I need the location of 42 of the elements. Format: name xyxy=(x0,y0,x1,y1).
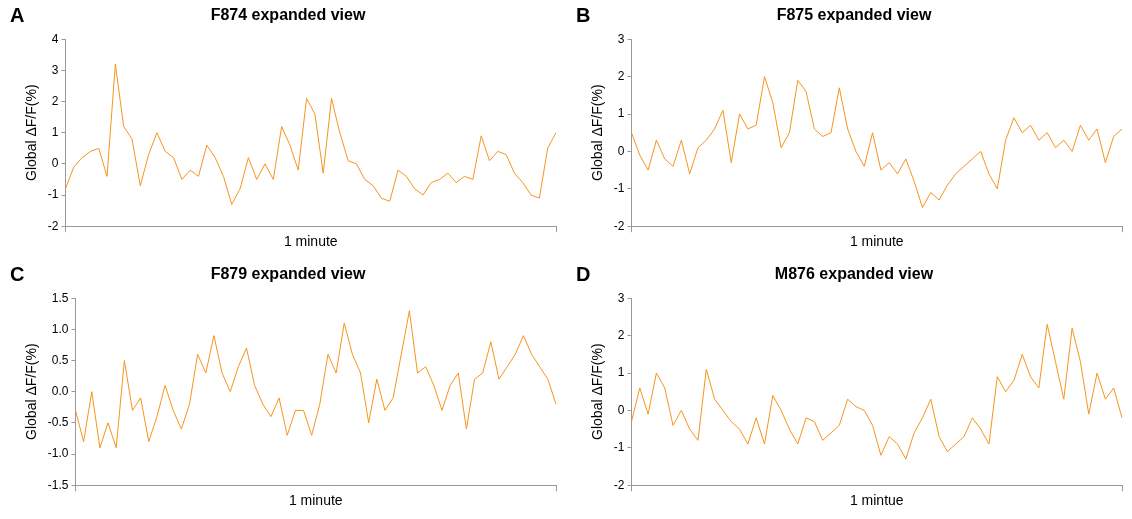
y-tick-label: 0 xyxy=(51,156,59,171)
y-tick-label: -1 xyxy=(613,181,625,196)
y-axis-title: Global ΔF/F(%) xyxy=(23,84,40,181)
text: C xyxy=(10,263,25,286)
y-tick-label: 4 xyxy=(51,31,59,46)
x-axis-title: 1 minute xyxy=(283,233,338,250)
y-tick-label: 2 xyxy=(617,68,625,83)
y-tick-label: 1.5 xyxy=(51,290,69,305)
y-tick-label: -2 xyxy=(47,218,59,233)
y-tick-label: 3 xyxy=(617,290,625,305)
chart-title: M876 expanded view xyxy=(774,265,934,283)
y-axis-title: Global ΔF/F(%) xyxy=(23,343,40,440)
y-tick-label: 3 xyxy=(51,62,59,77)
y-axis-title: Global ΔF/F(%) xyxy=(589,84,606,181)
y-tick-label: -2 xyxy=(613,477,625,492)
y-tick-label: 2 xyxy=(51,93,59,108)
y-tick-label: -1.5 xyxy=(47,477,69,492)
y-tick-label: 0.5 xyxy=(51,352,69,367)
y-tick-label: 1 xyxy=(617,106,625,121)
x-axis-title: 1 minute xyxy=(849,233,904,250)
chart-title: F875 expanded view xyxy=(776,6,932,24)
y-tick-label: 2 xyxy=(617,327,625,342)
y-tick-label: -0.5 xyxy=(47,415,69,430)
y-tick-label: 0 xyxy=(617,143,625,158)
text: D xyxy=(576,263,591,286)
text: A xyxy=(10,4,25,27)
y-tick-label: 3 xyxy=(617,31,625,46)
y-tick-label: -2 xyxy=(613,218,625,233)
y-tick-label: 1 xyxy=(51,125,59,140)
chart-title: F874 expanded view xyxy=(210,6,366,24)
x-axis-title: 1 mintue xyxy=(849,492,904,509)
y-tick-label: -1 xyxy=(613,440,625,455)
y-tick-label: -1.0 xyxy=(47,446,69,461)
text: B xyxy=(576,4,591,27)
x-axis-title: 1 minute xyxy=(288,492,343,509)
y-tick-label: 1 xyxy=(617,365,625,380)
y-tick-label: 0.0 xyxy=(51,384,69,399)
y-tick-label: -1 xyxy=(47,187,59,202)
y-axis-title: Global ΔF/F(%) xyxy=(589,343,606,440)
chart-title: F879 expanded view xyxy=(210,265,366,283)
y-tick-label: 1.0 xyxy=(51,321,69,336)
y-tick-label: 0 xyxy=(617,402,625,417)
